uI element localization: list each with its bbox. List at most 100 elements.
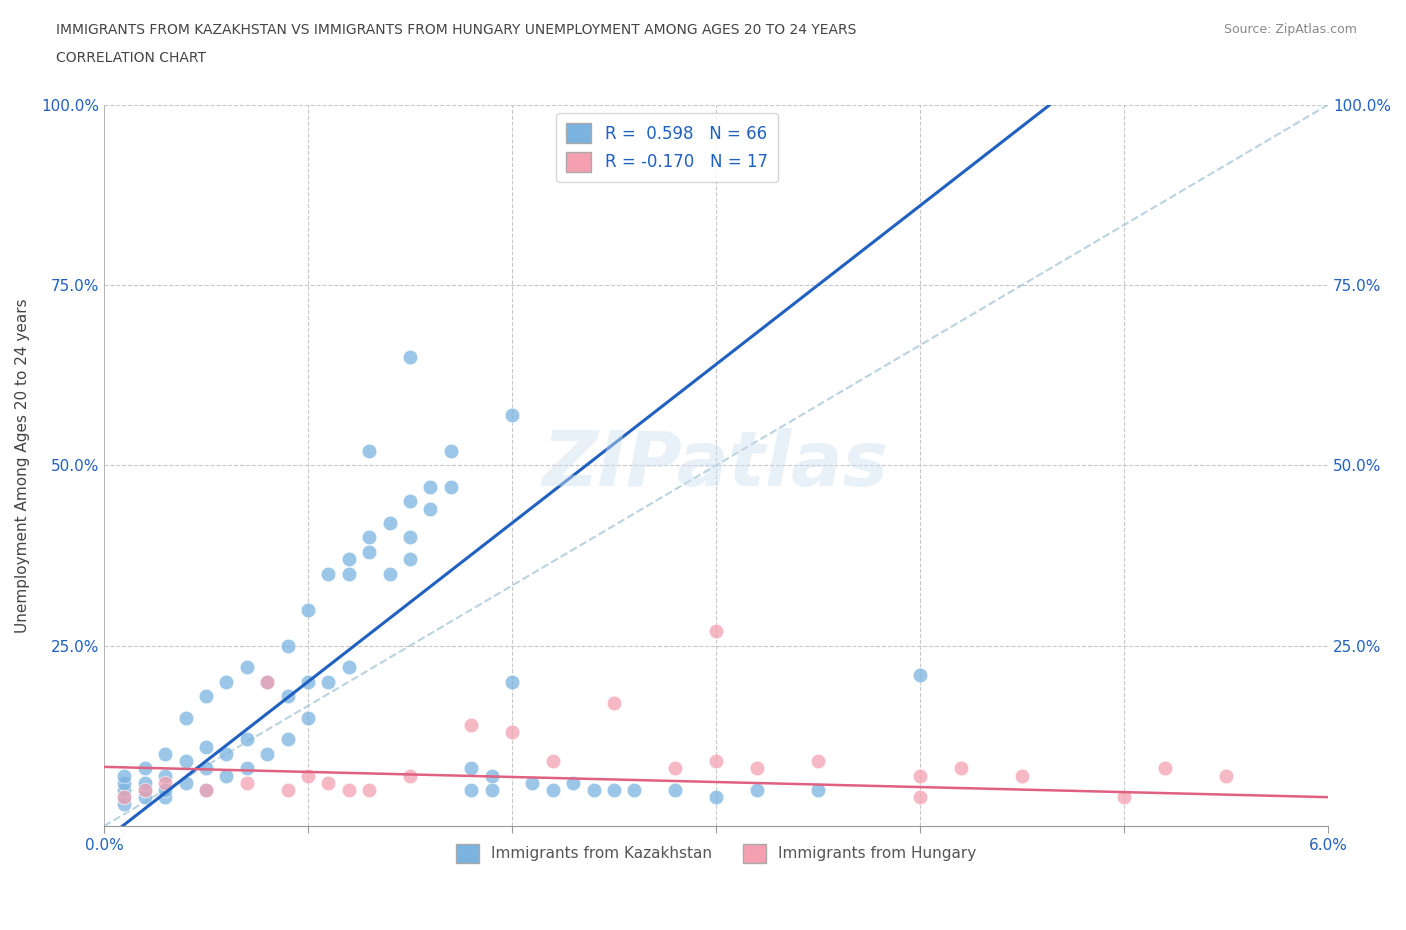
Point [807, 782, 830, 797]
Point [745, 782, 768, 797]
Point [664, 761, 686, 776]
Point [297, 768, 319, 783]
Point [419, 480, 441, 495]
Point [603, 696, 626, 711]
Point [318, 776, 340, 790]
Point [359, 544, 381, 559]
Y-axis label: Unemployment Among Ages 20 to 24 years: Unemployment Among Ages 20 to 24 years [15, 298, 30, 632]
Point [297, 603, 319, 618]
Point [256, 674, 278, 689]
Point [399, 768, 422, 783]
Point [481, 768, 503, 783]
Point [440, 444, 463, 458]
Point [112, 782, 135, 797]
Point [460, 782, 482, 797]
Point [399, 530, 422, 545]
Point [501, 724, 523, 739]
Point [623, 782, 645, 797]
Point [256, 674, 278, 689]
Point [562, 776, 585, 790]
Point [1154, 761, 1177, 776]
Point [664, 782, 686, 797]
Point [460, 718, 482, 733]
Point [1011, 768, 1033, 783]
Point [378, 515, 401, 530]
Point [112, 776, 135, 790]
Point [134, 761, 156, 776]
Point [236, 776, 259, 790]
Point [1114, 790, 1136, 804]
Point [195, 689, 218, 704]
Point [440, 480, 463, 495]
Point [359, 782, 381, 797]
Point [277, 638, 299, 653]
Point [236, 761, 259, 776]
Point [112, 790, 135, 804]
Point [277, 732, 299, 747]
Point [541, 753, 564, 768]
Point [399, 494, 422, 509]
Point [378, 566, 401, 581]
Point [908, 790, 931, 804]
Point [582, 782, 605, 797]
Point [337, 566, 360, 581]
Point [174, 753, 197, 768]
Text: ZIPatlas: ZIPatlas [543, 429, 889, 502]
Point [153, 782, 176, 797]
Point [174, 711, 197, 725]
Point [236, 732, 259, 747]
Point [112, 797, 135, 812]
Point [704, 753, 727, 768]
Point [501, 407, 523, 422]
Point [704, 790, 727, 804]
Point [256, 747, 278, 762]
Point [541, 782, 564, 797]
Point [297, 711, 319, 725]
Point [704, 624, 727, 639]
Point [195, 761, 218, 776]
Point [112, 790, 135, 804]
Text: CORRELATION CHART: CORRELATION CHART [56, 51, 207, 65]
Point [236, 660, 259, 675]
Point [603, 782, 626, 797]
Point [297, 674, 319, 689]
Point [908, 667, 931, 682]
Point [134, 782, 156, 797]
Point [277, 782, 299, 797]
Point [949, 761, 972, 776]
Point [195, 739, 218, 754]
Point [215, 747, 238, 762]
Point [908, 768, 931, 783]
Point [522, 776, 544, 790]
Point [153, 768, 176, 783]
Point [807, 753, 830, 768]
Point [153, 747, 176, 762]
Text: Source: ZipAtlas.com: Source: ZipAtlas.com [1223, 23, 1357, 36]
Point [337, 660, 360, 675]
Point [318, 674, 340, 689]
Point [195, 782, 218, 797]
Point [153, 790, 176, 804]
Point [399, 551, 422, 566]
Point [134, 790, 156, 804]
Point [359, 530, 381, 545]
Point [460, 761, 482, 776]
Point [359, 444, 381, 458]
Point [215, 674, 238, 689]
Point [134, 782, 156, 797]
Text: IMMIGRANTS FROM KAZAKHSTAN VS IMMIGRANTS FROM HUNGARY UNEMPLOYMENT AMONG AGES 20: IMMIGRANTS FROM KAZAKHSTAN VS IMMIGRANTS… [56, 23, 856, 37]
Legend: Immigrants from Kazakhstan, Immigrants from Hungary: Immigrants from Kazakhstan, Immigrants f… [450, 838, 983, 869]
Point [337, 551, 360, 566]
Point [745, 761, 768, 776]
Point [195, 782, 218, 797]
Point [112, 768, 135, 783]
Point [215, 768, 238, 783]
Point [153, 776, 176, 790]
Point [277, 689, 299, 704]
Point [174, 776, 197, 790]
Point [134, 776, 156, 790]
Point [501, 674, 523, 689]
Point [318, 566, 340, 581]
Point [481, 782, 503, 797]
Point [419, 501, 441, 516]
